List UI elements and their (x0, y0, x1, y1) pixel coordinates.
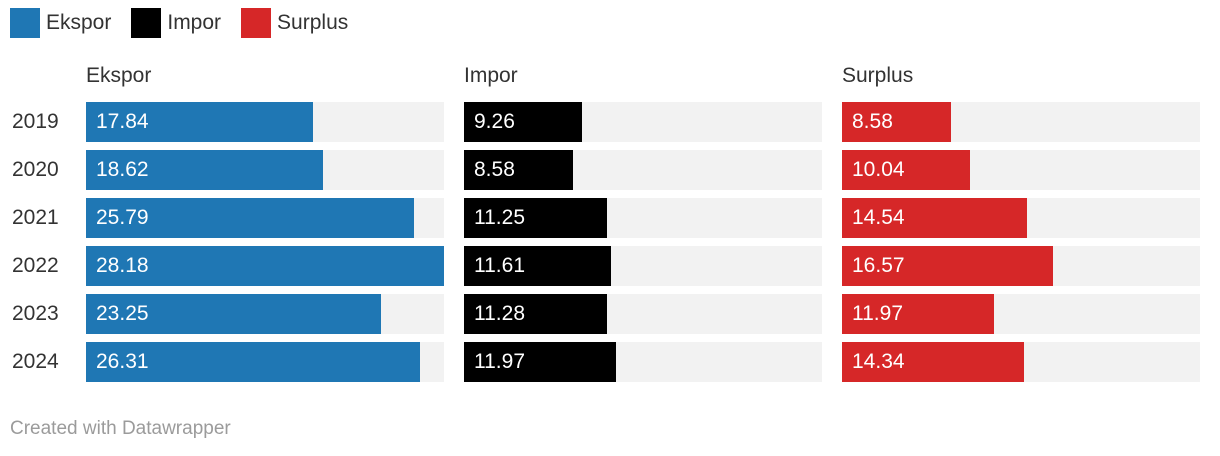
bar-track-ekspor-2024: 26.31 (86, 342, 444, 382)
bar-value-label: 11.61 (474, 254, 525, 277)
bar-impor-2021 (464, 198, 607, 238)
bar-value-label: 23.25 (96, 302, 149, 325)
bar-value-label: 14.54 (852, 206, 905, 229)
bar-value-label: 11.97 (474, 350, 525, 373)
bar-surplus-2022 (842, 246, 1053, 286)
legend-label-surplus: Surplus (277, 11, 349, 34)
bar-value-label: 26.31 (96, 350, 149, 373)
bar-track-ekspor-2019: 17.84 (86, 102, 444, 142)
bar-ekspor-2021 (86, 198, 414, 238)
category-label-2021: 2021 (12, 206, 59, 229)
category-label-2020: 2020 (12, 158, 59, 181)
bar-track-ekspor-2020: 18.62 (86, 150, 444, 190)
bar-track-surplus-2020: 10.04 (842, 150, 1200, 190)
bar-track-surplus-2024: 14.34 (842, 342, 1200, 382)
bar-value-label: 11.25 (474, 206, 525, 229)
bar-track-surplus-2021: 14.54 (842, 198, 1200, 238)
bar-track-impor-2019: 9.26 (464, 102, 822, 142)
column-title-ekspor: Ekspor (86, 64, 152, 87)
column-title-impor: Impor (464, 64, 518, 87)
bar-value-label: 18.62 (96, 158, 149, 181)
category-label-2022: 2022 (12, 254, 59, 277)
category-label-2024: 2024 (12, 350, 59, 373)
bar-value-label: 14.34 (852, 350, 905, 373)
bar-impor-2024 (464, 342, 616, 382)
bar-track-impor-2020: 8.58 (464, 150, 822, 190)
legend: Ekspor Impor Surplus (10, 8, 368, 38)
legend-swatch-ekspor (10, 8, 40, 38)
bar-surplus-2023 (842, 294, 994, 334)
bar-value-label: 25.79 (96, 206, 149, 229)
bar-ekspor-2020 (86, 150, 323, 190)
bar-track-impor-2022: 11.61 (464, 246, 822, 286)
legend-label-impor: Impor (167, 11, 222, 34)
footer-credit: Created with Datawrapper (10, 418, 231, 439)
bar-value-label: 17.84 (96, 110, 149, 133)
bar-track-ekspor-2021: 25.79 (86, 198, 444, 238)
legend-item-impor: Impor (131, 8, 221, 38)
bar-surplus-2019 (842, 102, 951, 142)
bar-value-label: 28.18 (96, 254, 149, 277)
bar-ekspor-2023 (86, 294, 381, 334)
bar-track-ekspor-2022: 28.18 (86, 246, 444, 286)
bar-value-label: 11.97 (852, 302, 903, 325)
legend-swatch-surplus (241, 8, 272, 38)
bar-impor-2022 (464, 246, 611, 286)
bar-track-ekspor-2023: 23.25 (86, 294, 444, 334)
bar-ekspor-2019 (86, 102, 313, 142)
category-label-2019: 2019 (12, 110, 59, 133)
bar-surplus-2024 (842, 342, 1024, 382)
bar-value-label: 16.57 (852, 254, 905, 277)
bar-track-surplus-2019: 8.58 (842, 102, 1200, 142)
bar-value-label: 8.58 (474, 158, 515, 181)
bar-value-label: 8.58 (852, 110, 893, 133)
bar-track-impor-2023: 11.28 (464, 294, 822, 334)
legend-item-surplus: Surplus (241, 8, 348, 38)
bar-surplus-2021 (842, 198, 1027, 238)
bar-impor-2023 (464, 294, 607, 334)
bar-track-surplus-2022: 16.57 (842, 246, 1200, 286)
bar-value-label: 9.26 (474, 110, 515, 133)
category-label-2023: 2023 (12, 302, 59, 325)
legend-swatch-impor (131, 8, 162, 38)
column-title-surplus: Surplus (842, 64, 914, 87)
bar-impor-2019 (464, 102, 582, 142)
bar-track-impor-2024: 11.97 (464, 342, 822, 382)
bar-ekspor-2024 (86, 342, 420, 382)
bar-value-label: 11.28 (474, 302, 525, 325)
bar-surplus-2020 (842, 150, 970, 190)
bar-ekspor-2022 (86, 246, 444, 286)
bar-impor-2020 (464, 150, 573, 190)
bar-value-label: 10.04 (852, 158, 905, 181)
bar-track-surplus-2023: 11.97 (842, 294, 1200, 334)
bar-track-impor-2021: 11.25 (464, 198, 822, 238)
legend-label-ekspor: Ekspor (46, 11, 112, 34)
legend-item-ekspor: Ekspor (10, 8, 111, 38)
